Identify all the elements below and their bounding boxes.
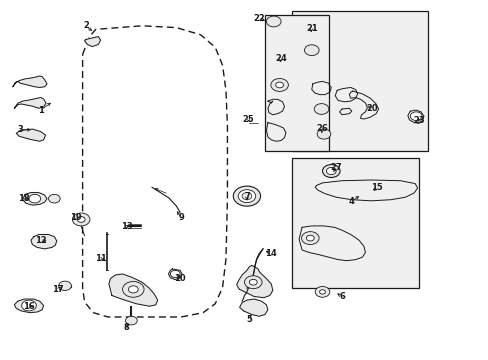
Circle shape	[242, 193, 251, 200]
Circle shape	[29, 194, 41, 203]
Text: 19: 19	[70, 213, 82, 222]
Text: 13: 13	[121, 222, 132, 231]
Text: 24: 24	[275, 54, 286, 63]
Polygon shape	[339, 108, 351, 115]
Circle shape	[59, 281, 71, 291]
Text: 18: 18	[18, 194, 29, 203]
Text: 23: 23	[412, 116, 424, 125]
Circle shape	[315, 287, 329, 297]
Text: 8: 8	[123, 323, 129, 332]
Text: 3: 3	[17, 125, 23, 134]
Circle shape	[170, 270, 180, 278]
Polygon shape	[13, 76, 47, 87]
Circle shape	[249, 279, 257, 285]
Text: 5: 5	[246, 315, 252, 324]
Polygon shape	[315, 180, 417, 201]
Text: 7: 7	[244, 192, 249, 201]
Circle shape	[128, 286, 138, 293]
Text: 17: 17	[52, 285, 64, 294]
Circle shape	[233, 186, 260, 206]
Circle shape	[301, 231, 319, 244]
Circle shape	[306, 235, 314, 241]
Circle shape	[122, 282, 144, 297]
Text: 21: 21	[305, 24, 317, 33]
Polygon shape	[267, 99, 284, 115]
Polygon shape	[348, 91, 378, 119]
Circle shape	[326, 167, 335, 175]
Polygon shape	[14, 98, 46, 108]
Polygon shape	[334, 87, 357, 102]
Polygon shape	[266, 123, 285, 141]
Polygon shape	[84, 37, 101, 46]
Polygon shape	[31, 234, 57, 249]
Text: 16: 16	[23, 302, 35, 311]
Text: 10: 10	[174, 274, 185, 283]
Text: 1: 1	[38, 105, 43, 114]
Text: 22: 22	[253, 14, 264, 23]
Circle shape	[238, 190, 255, 203]
Circle shape	[314, 104, 328, 114]
Text: 11: 11	[95, 255, 106, 264]
Circle shape	[304, 45, 319, 55]
Circle shape	[72, 213, 90, 226]
Polygon shape	[22, 193, 47, 205]
Text: 4: 4	[348, 197, 354, 206]
Text: 27: 27	[330, 163, 341, 172]
Polygon shape	[236, 265, 272, 298]
Bar	[292, 12, 427, 151]
Circle shape	[275, 82, 283, 88]
Circle shape	[319, 290, 325, 294]
Polygon shape	[14, 299, 43, 313]
Polygon shape	[407, 110, 423, 123]
Text: 25: 25	[242, 114, 254, 123]
Text: 12: 12	[35, 237, 46, 246]
Text: 9: 9	[178, 213, 183, 222]
Circle shape	[77, 217, 85, 222]
Polygon shape	[109, 274, 158, 306]
Circle shape	[270, 78, 288, 91]
Polygon shape	[239, 299, 267, 316]
Text: 15: 15	[370, 183, 382, 192]
Circle shape	[409, 112, 421, 121]
Circle shape	[322, 165, 339, 177]
Circle shape	[317, 129, 330, 139]
Circle shape	[48, 194, 60, 203]
Text: 14: 14	[265, 249, 277, 258]
Text: 6: 6	[338, 292, 344, 301]
Circle shape	[21, 300, 36, 311]
Polygon shape	[299, 226, 365, 261]
Bar	[265, 15, 328, 151]
Text: 2: 2	[83, 21, 89, 30]
Text: 26: 26	[316, 123, 328, 132]
Circle shape	[266, 16, 281, 27]
Polygon shape	[311, 81, 330, 95]
Circle shape	[125, 316, 137, 325]
Circle shape	[244, 276, 262, 289]
Polygon shape	[168, 269, 182, 280]
Text: 20: 20	[366, 104, 377, 113]
Polygon shape	[16, 129, 45, 141]
Bar	[292, 158, 418, 288]
